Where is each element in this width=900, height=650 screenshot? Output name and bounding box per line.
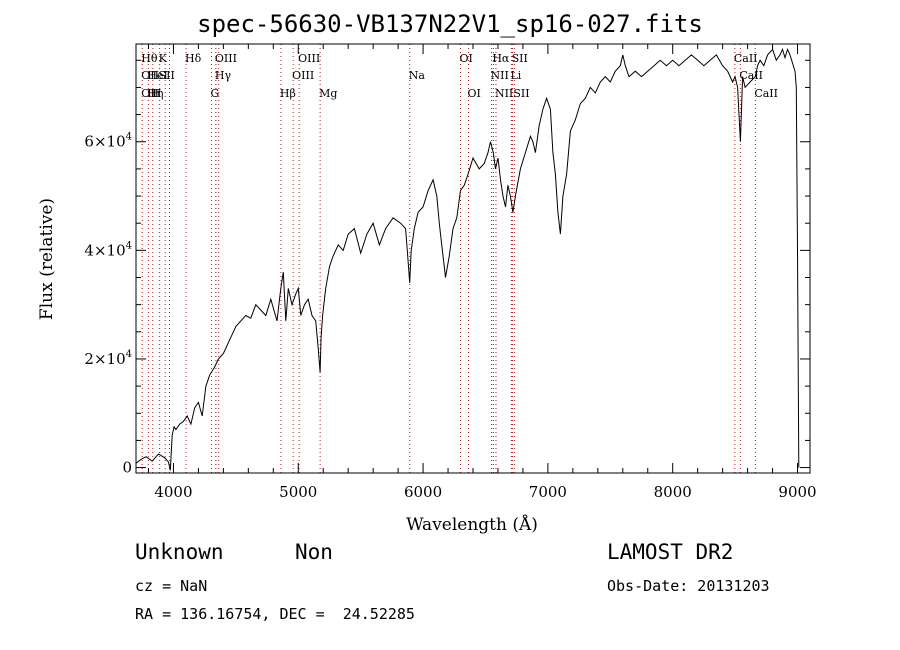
- spectral-line-label: Hθ: [141, 52, 158, 65]
- spectral-subclass: Non: [295, 540, 333, 564]
- spectral-line-label: OI: [460, 52, 473, 65]
- spectral-line-label: Li: [510, 69, 521, 82]
- axis-ticks: [136, 44, 810, 473]
- x-tick-label: 9000: [778, 483, 816, 501]
- x-tick-label: 4000: [154, 483, 192, 501]
- spectral-line-label: Hβ: [280, 87, 296, 100]
- spectral-line-label: NII: [495, 87, 513, 100]
- spectral-line-label: HeI: [147, 69, 167, 82]
- spectral-line-label: Hγ: [215, 69, 232, 82]
- spectral-line-label: SII: [513, 87, 529, 100]
- spectral-line-label: Hα: [492, 52, 510, 65]
- redshift-cz: cz = NaN: [135, 577, 208, 595]
- spectral-line-label: OIII: [215, 52, 237, 65]
- spectral-line-label: CaII: [754, 87, 778, 100]
- spectral-line-label: SII: [512, 52, 528, 65]
- spectral-line-label: OII: [141, 69, 159, 82]
- y-tick-labels: 0 2×104 4×104 6×104: [84, 132, 132, 477]
- survey-name: LAMOST DR2: [607, 540, 734, 564]
- spectral-line-label: Na: [409, 69, 426, 82]
- spectral-line-label: H: [152, 87, 162, 100]
- spectral-line-label: Mg: [319, 87, 337, 100]
- x-tick-label: 6000: [404, 483, 442, 501]
- spectral-line-label: OIII: [292, 69, 314, 82]
- spectral-line-label: CaII: [734, 52, 758, 65]
- spectrum-series-line: [135, 47, 800, 471]
- plot-frame: [135, 43, 811, 474]
- y-tick-label: 0: [122, 459, 132, 477]
- y-axis-label: Flux (relative): [37, 198, 57, 320]
- observation-date: Obs-Date: 20131203: [607, 577, 770, 595]
- x-tick-labels: 4000 5000 6000 7000 8000 9000: [154, 483, 816, 501]
- x-tick-label: 7000: [529, 483, 567, 501]
- y-tick-label: 6×104: [84, 132, 132, 151]
- x-tick-label: 5000: [279, 483, 317, 501]
- spectral-line-label: CaII: [739, 69, 763, 82]
- spectral-line-label: OI: [468, 87, 481, 100]
- spectral-line-label: OIII: [298, 52, 320, 65]
- spectral-line-label: NII: [490, 69, 508, 82]
- spectral-line-label: K: [159, 52, 168, 65]
- spectral-line-label: Hη: [147, 87, 163, 100]
- x-tick-label: 8000: [654, 483, 692, 501]
- spectral-class: Unknown: [135, 540, 224, 564]
- ra-dec-coordinates: RA = 136.16754, DEC = 24.52285: [135, 605, 415, 623]
- spectral-line-label: SII: [159, 69, 175, 82]
- chart-title: spec-56630-VB137N22V1_sp16-027.fits: [197, 10, 703, 38]
- y-tick-label: 4×104: [84, 240, 132, 259]
- y-tick-label: 2×104: [84, 349, 132, 368]
- spectral-line-label: Hδ: [185, 52, 202, 65]
- x-axis-label: Wavelength (Å): [406, 514, 538, 535]
- spectral-line-labels: HθOIIOIIHeIHηHKSIIHδGOIIIHγHβOIIIOIIIMgN…: [141, 52, 778, 100]
- spectral-line-label: G: [211, 87, 220, 100]
- spectral-line-label: OII: [141, 87, 159, 100]
